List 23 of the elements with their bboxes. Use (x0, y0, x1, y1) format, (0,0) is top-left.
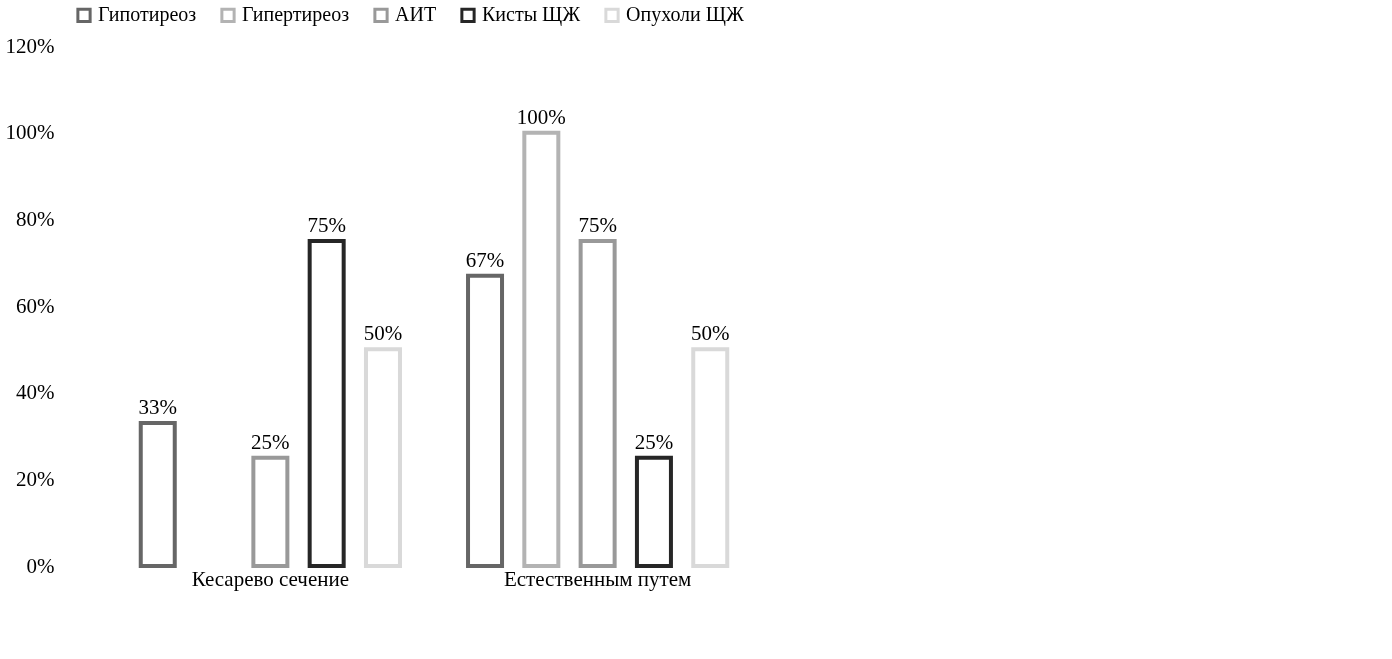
data-label: 100% (516, 104, 566, 129)
data-label: 50% (691, 321, 730, 346)
y-tick-label: 0% (26, 553, 55, 578)
data-label: 25% (634, 429, 674, 454)
legend-label: Гипотиреоз (98, 3, 197, 27)
legend-label: Опухоли ЩЖ (626, 3, 744, 27)
data-label: 75% (578, 213, 617, 237)
data-label: 25% (251, 429, 290, 454)
x-tick-label: Кесарево сечение (191, 566, 350, 591)
y-tick-label: 20% (16, 466, 55, 491)
y-tick-label: 60% (16, 293, 55, 318)
legend-label: АИТ (395, 3, 437, 26)
y-tick-label: 40% (16, 380, 55, 405)
data-label: 50% (363, 321, 403, 346)
data-label: 33% (138, 395, 177, 419)
data-label: 75% (307, 213, 346, 237)
y-tick-label: 120% (5, 33, 55, 58)
x-tick-label: Естественным путем (503, 566, 692, 591)
y-tick-label: 100% (5, 120, 55, 145)
legend-label: Кисты ЩЖ (482, 3, 581, 27)
y-tick-label: 80% (16, 206, 55, 231)
legend-label: Гипертиреоз (242, 3, 350, 27)
data-label: 67% (465, 247, 505, 272)
